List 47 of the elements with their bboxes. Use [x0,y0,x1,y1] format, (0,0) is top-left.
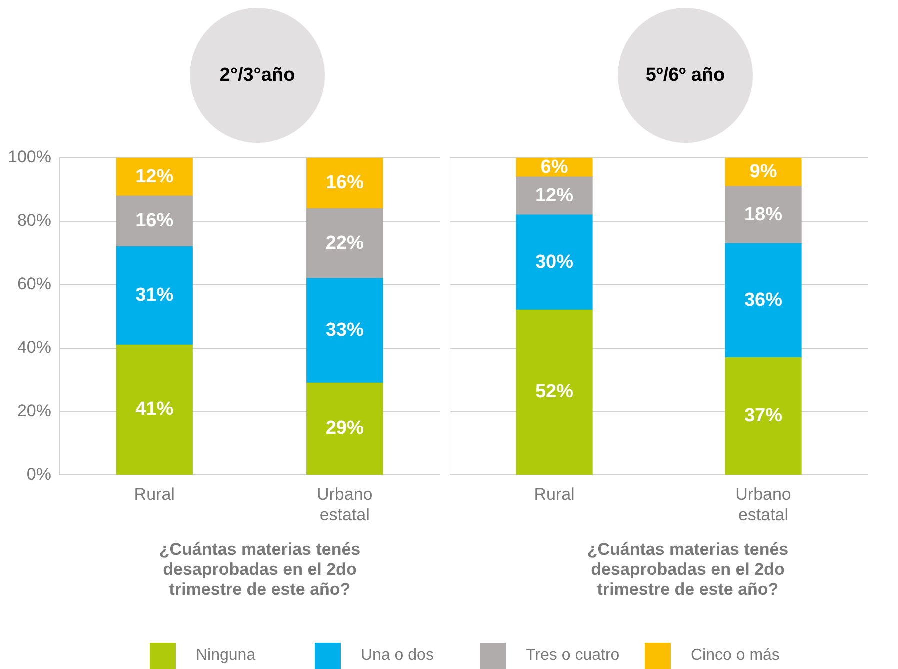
y-tick-label: 20% [17,401,52,420]
legend-label: Cinco o más [691,647,780,665]
y-tick-label: 100% [8,148,52,167]
data-label: 41% [136,399,174,420]
data-label: 30% [535,252,574,273]
y-tick-label: 0% [26,464,52,484]
bar [516,214,593,311]
y-tick-label: 40% [17,338,52,358]
data-label: 6% [540,156,568,178]
data-label: 33% [326,320,364,342]
data-label: 52% [535,382,574,403]
bar [116,344,193,476]
chart-title: 2°/3°año [190,8,325,143]
x-tick-label: Urbano estatal [316,485,373,524]
legend-label: Ninguna [196,647,256,665]
data-label: 36% [744,290,783,311]
x-tick-label: Rural [134,485,175,504]
data-label: 22% [326,232,364,254]
bar [725,358,802,476]
bar [116,246,193,346]
data-label: 12% [535,185,574,206]
bar [725,243,802,358]
data-label: 31% [136,285,174,306]
bar [516,310,593,476]
bar [306,278,384,384]
x-tick-label: Urbano estatal [736,485,792,524]
legend-label: Una o dos [361,647,434,665]
x-axis-title: ¿Cuántas materias tenés desaprobadas en el 2do trimestre de este año? [158,540,362,600]
bar [116,196,193,248]
bar [516,176,593,216]
bar [306,382,384,476]
legend-label: Tres o cuatro [526,647,620,665]
bar [306,208,384,279]
data-label: 16% [326,172,364,194]
y-tick-label: 80% [17,211,52,230]
data-label: 16% [136,210,174,232]
data-label: 9% [750,162,778,183]
chart-title: 5º/6º año [618,8,753,143]
x-tick-label: Rural [534,485,575,504]
x-axis-title: ¿Cuántas materias tenés desaprobadas en el 2do trimestre de este año? [586,540,790,600]
data-label: 37% [744,406,783,426]
bar [725,186,802,244]
y-tick-label: 60% [17,274,52,294]
data-label: 29% [326,418,364,440]
bar [306,158,384,210]
data-label: 18% [744,204,783,226]
data-label: 12% [136,166,174,188]
